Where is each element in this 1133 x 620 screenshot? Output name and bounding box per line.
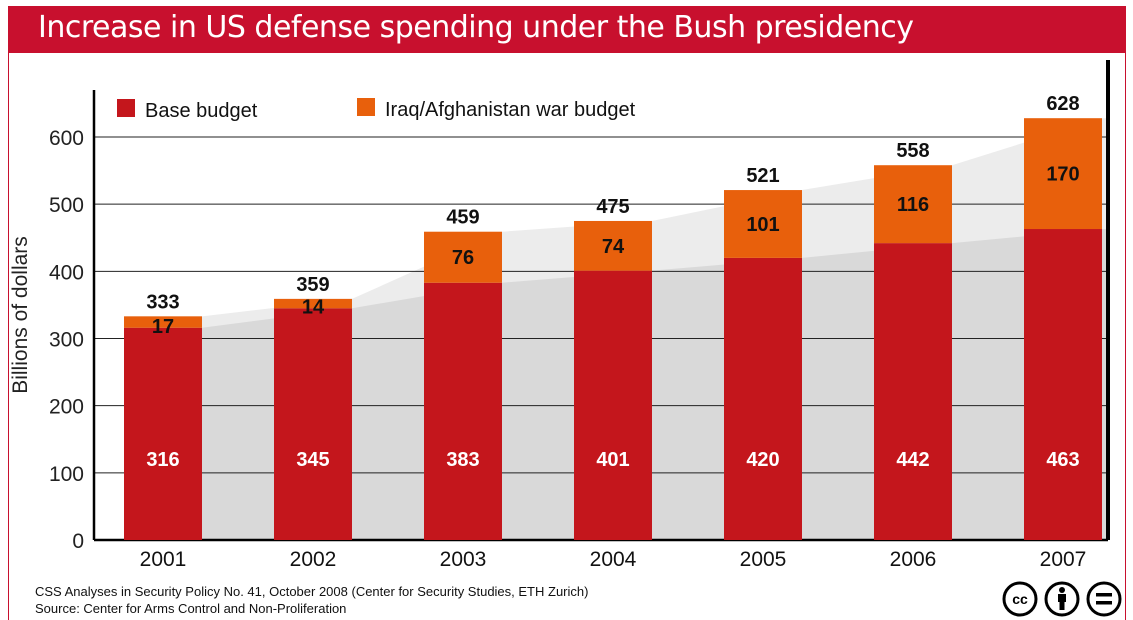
y-axis-label: Billions of dollars <box>9 236 32 394</box>
creative-commons-icon: cc <box>1002 581 1038 617</box>
y-tick-label: 400 <box>49 261 84 284</box>
legend-swatch-base <box>117 99 135 117</box>
title-bar: Increase in US defense spending under th… <box>8 6 1126 53</box>
war-value-label: 101 <box>746 214 779 236</box>
base-value-label: 442 <box>896 449 929 471</box>
bar-base <box>424 282 502 540</box>
base-value-label: 401 <box>596 449 629 471</box>
war-value-label: 14 <box>302 296 325 318</box>
bar-base <box>724 257 802 540</box>
bar-war <box>124 316 202 328</box>
total-value-label: 521 <box>746 165 779 187</box>
war-value-label: 17 <box>152 316 174 338</box>
war-value-label: 74 <box>602 236 625 258</box>
base-value-label: 463 <box>1046 449 1079 471</box>
x-tick-label: 2005 <box>740 548 787 571</box>
y-tick-label: 600 <box>49 127 84 150</box>
legend-label-war: Iraq/Afghanistan war budget <box>385 99 636 121</box>
bar-war <box>274 298 352 309</box>
bar-base <box>1024 229 1102 541</box>
total-value-label: 459 <box>446 207 479 229</box>
attribution-icon <box>1044 581 1080 617</box>
bar-war <box>724 190 802 258</box>
y-tick-label: 100 <box>49 463 84 486</box>
total-value-label: 359 <box>296 274 329 296</box>
footer-source: Source: Center for Arms Control and Non-… <box>35 601 347 616</box>
base-value-label: 383 <box>446 449 479 471</box>
base-value-label: 420 <box>746 449 779 471</box>
svg-text:cc: cc <box>1012 591 1028 607</box>
bar-base <box>274 308 352 540</box>
x-tick-label: 2006 <box>890 548 937 571</box>
bar-war <box>574 220 652 271</box>
legend-swatch-war <box>357 98 375 116</box>
x-tick-label: 2003 <box>440 548 487 571</box>
y-tick-label: 300 <box>49 329 84 352</box>
bar-base <box>574 270 652 540</box>
total-value-label: 628 <box>1046 93 1079 115</box>
license-badges: cc <box>1002 581 1122 617</box>
x-tick-label: 2004 <box>590 548 637 571</box>
base-value-label: 345 <box>296 449 329 471</box>
war-value-label: 170 <box>1046 164 1079 186</box>
total-value-label: 333 <box>146 291 179 313</box>
no-derivatives-icon <box>1086 581 1122 617</box>
y-tick-label: 0 <box>72 530 84 553</box>
x-tick-label: 2002 <box>290 548 337 571</box>
x-tick-label: 2007 <box>1040 548 1087 571</box>
y-tick-label: 500 <box>49 194 84 217</box>
bar-war <box>1024 118 1102 230</box>
footer-citation: CSS Analyses in Security Policy No. 41, … <box>35 584 589 599</box>
base-value-label: 316 <box>146 449 179 471</box>
legend-label-base: Base budget <box>145 100 258 122</box>
bar-war <box>424 231 502 283</box>
bar-base <box>874 243 952 540</box>
bar-war <box>874 165 952 244</box>
chart-frame <box>8 53 1126 620</box>
bar-base <box>124 327 202 540</box>
war-value-label: 116 <box>897 194 929 216</box>
y-tick-label: 200 <box>49 396 84 419</box>
total-value-label: 558 <box>896 140 929 162</box>
chart-title: Increase in US defense spending under th… <box>38 10 914 45</box>
total-value-label: 475 <box>596 196 629 218</box>
x-tick-label: 2001 <box>140 548 187 571</box>
war-value-label: 76 <box>452 247 474 269</box>
